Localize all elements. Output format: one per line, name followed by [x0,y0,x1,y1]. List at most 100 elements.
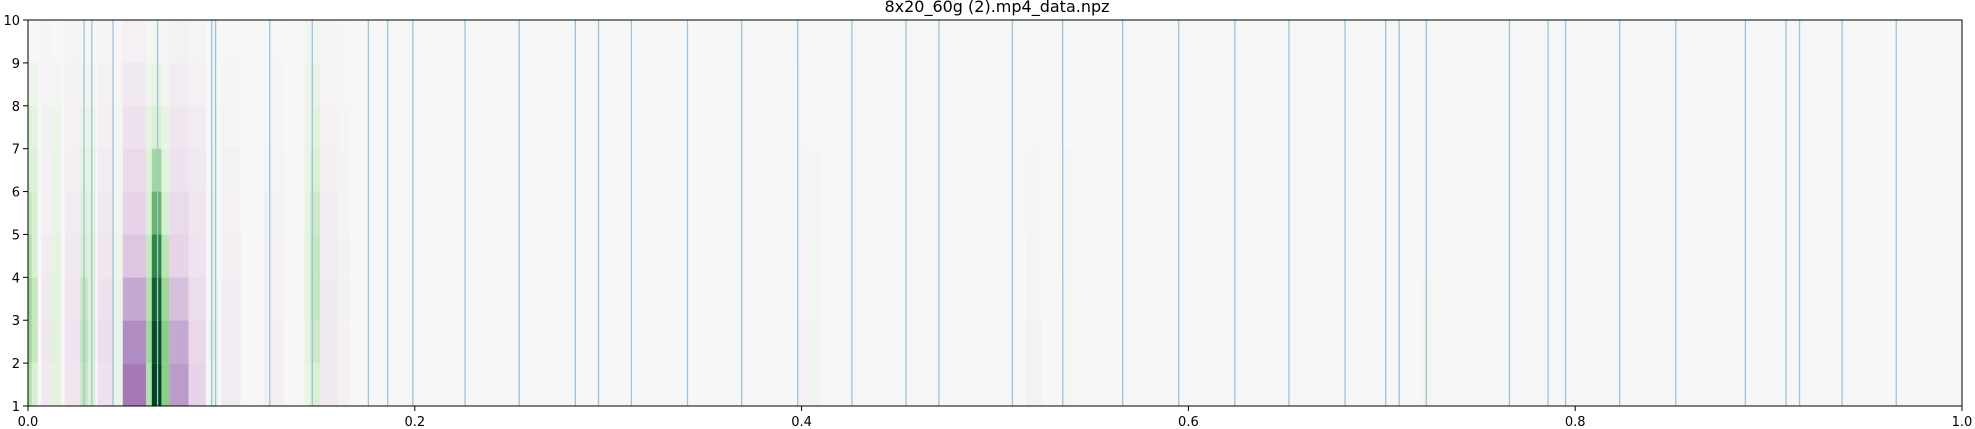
heatmap-cell [151,363,162,406]
heatmap-cell [809,20,821,63]
heatmap-cell [145,363,152,406]
heatmap-cell [64,20,81,63]
heatmap-cell [64,191,81,235]
heatmap-cell [113,105,123,149]
heatmap-cell [145,20,152,63]
heatmap-cell [97,148,114,192]
heatmap-cells [28,20,1433,406]
heatmap-cell [151,148,162,192]
heatmap-cell [337,62,350,106]
heatmap-cell [809,62,821,106]
heatmap-cell [122,320,146,364]
heatmap-cell [797,20,810,63]
heatmap-cell [809,363,821,406]
heatmap-cell [1422,191,1433,235]
heatmap-cell [161,363,170,406]
heatmap-cell [41,62,52,106]
heatmap-cell [151,277,162,321]
y-tick-label: 8 [12,100,20,115]
heatmap-cell [1422,148,1433,192]
heatmap-cell [263,363,284,406]
heatmap-cell [161,105,170,149]
heatmap-cell [209,20,218,63]
event-lines [83,20,1897,406]
heatmap-cell [41,105,52,149]
heatmap-cell [304,20,311,63]
heatmap-cell [122,234,146,278]
heatmap-cell [1025,363,1042,406]
heatmap-cell [97,320,114,364]
heatmap-cell [28,62,32,106]
heatmap-cell [145,191,152,235]
heatmap-cell [221,148,241,192]
heatmap-cell [263,234,284,278]
heatmap-cell [337,20,350,63]
heatmap-cell [188,20,206,63]
heatmap-cell [97,20,114,63]
heatmap-cell [28,320,32,364]
heatmap-cell [337,234,350,278]
heatmap-cell [51,148,61,192]
heatmap-cell [64,148,81,192]
heatmap-cell [320,234,338,278]
heatmap-cell [263,191,284,235]
x-tick-label: 0.6 [1178,415,1199,429]
heatmap-cell [64,277,81,321]
heatmap-cell [1025,62,1042,106]
heatmap-cell [1422,363,1433,406]
heatmap-cell [1062,277,1073,321]
heatmap-cell [263,62,284,106]
heatmap-cell [1025,148,1042,192]
heatmap-cell [151,191,162,235]
heatmap-cell [304,277,311,321]
x-tick-label: 0.2 [404,415,425,429]
heatmap-cell [797,363,810,406]
heatmap-cell [188,363,206,406]
heatmap-cell [51,191,61,235]
heatmap-cell [41,148,52,192]
heatmap-cell [310,105,321,149]
heatmap-cell [41,234,52,278]
heatmap-cell [188,62,206,106]
heatmap-cell [28,191,32,235]
heatmap-cell [797,320,810,364]
heatmap-cell [122,191,146,235]
heatmap-cell [113,62,123,106]
heatmap-cell [1062,148,1073,192]
heatmap-cell [188,191,206,235]
heatmap-cell [221,320,241,364]
heatmap-cell [221,363,241,406]
plot-frame [27,19,1963,407]
heatmap-cell [320,320,338,364]
heatmap-cell [337,148,350,192]
heatmap-cell [122,62,146,106]
heatmap-cell [51,234,61,278]
heatmap-cell [209,234,218,278]
heatmap-cell [97,363,114,406]
heatmap-cell [31,277,38,321]
heatmap-cell [320,363,338,406]
heatmap-cell [161,20,170,63]
heatmap-cell [320,20,338,63]
heatmap-cell [209,62,218,106]
heatmap-cell [263,277,284,321]
heatmap-cell [28,20,32,63]
heatmap-cell [797,191,810,235]
heatmap-cell [28,148,32,192]
heatmap-cell [320,277,338,321]
heatmap-cell [1062,234,1073,278]
heatmap-cell [1422,320,1433,364]
heatmap-cell [310,148,321,192]
heatmap-cell [41,191,52,235]
heatmap-cell [263,105,284,149]
heatmap-cell [209,105,218,149]
heatmap-cell [1062,20,1073,63]
heatmap-cell [145,320,152,364]
heatmap-cell [169,234,189,278]
heatmap-cell [145,62,152,106]
heatmap-cell [1025,277,1042,321]
heatmap-cell [221,191,241,235]
heatmap-cell [304,62,311,106]
heatmap-cell [41,320,52,364]
heatmap-cell [263,20,284,63]
